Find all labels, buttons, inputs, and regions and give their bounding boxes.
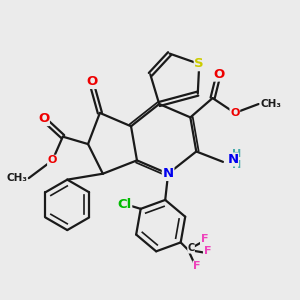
- Text: H: H: [232, 149, 241, 159]
- Text: F: F: [201, 234, 208, 244]
- Text: O: O: [38, 112, 49, 125]
- Text: S: S: [194, 58, 204, 70]
- Text: Cl: Cl: [117, 198, 131, 211]
- Text: CH₃: CH₃: [6, 173, 27, 183]
- Text: N: N: [227, 153, 239, 166]
- Text: H: H: [232, 160, 241, 170]
- Text: C: C: [188, 243, 195, 253]
- Text: CH₃: CH₃: [260, 99, 281, 109]
- Text: O: O: [230, 108, 239, 118]
- Text: F: F: [204, 246, 211, 256]
- Text: O: O: [48, 155, 57, 165]
- Text: O: O: [213, 68, 224, 81]
- Text: F: F: [193, 261, 201, 271]
- Text: N: N: [163, 167, 174, 180]
- Text: O: O: [87, 75, 98, 88]
